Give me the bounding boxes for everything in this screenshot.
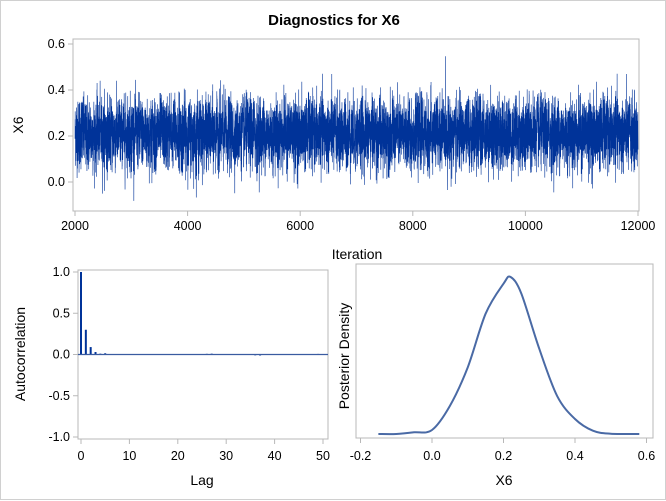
trace-y-tick-label: 0.2	[48, 129, 65, 143]
acf-bar	[84, 329, 87, 355]
acf-x-tick-label: 50	[316, 449, 330, 463]
density-panel: -0.2 0.0 0.2 0.4 0.6 Posterior Density X6	[336, 263, 655, 488]
trace-panel: 0.0 0.2 0.4 0.6 2000 4000 6000 8000 10000 12000 X…	[10, 37, 655, 262]
trace-x-tick-label: 6000	[286, 219, 314, 233]
density-x-tick-label: 0.0	[423, 449, 440, 463]
density-curve	[378, 275, 640, 436]
trace-y-axis-label: X6	[10, 116, 26, 133]
trace-x-tick-label: 2000	[61, 219, 89, 233]
density-x-tick-label: 0.6	[638, 449, 655, 463]
density-y-axis-label: Posterior Density	[336, 303, 352, 410]
density-x-tick-label: 0.4	[566, 449, 583, 463]
trace-y-tick-label: 0.6	[48, 37, 65, 51]
trace-x-tick-label: 10000	[508, 219, 543, 233]
acf-y-tick-label: 1.0	[53, 265, 70, 279]
trace-y-tick-label: 0.0	[48, 175, 65, 189]
acf-x-axis-label: Lag	[190, 472, 213, 488]
acf-y-tick-label: -1.0	[48, 430, 70, 444]
trace-x-axis-label: Iteration	[332, 246, 383, 262]
acf-x-tick-label: 0	[78, 449, 85, 463]
trace-series-line	[74, 56, 639, 201]
trace-y-tick-label: 0.4	[48, 83, 65, 97]
chart-title: Diagnostics for X6	[268, 12, 400, 29]
acf-x-tick-label: 40	[268, 449, 282, 463]
trace-x-tick-label: 4000	[174, 219, 202, 233]
trace-x-tick-label: 8000	[399, 219, 427, 233]
autocorrelation-panel: -1.0 -0.5 0.0 0.5 1.0 0 10 20 30 40 50 Autocorrela…	[12, 265, 330, 488]
acf-bar	[94, 352, 97, 355]
acf-y-tick-label: 0.5	[53, 306, 70, 320]
acf-x-tick-label: 20	[171, 449, 185, 463]
density-x-tick-label: -0.2	[350, 449, 372, 463]
acf-y-tick-label: 0.0	[53, 348, 70, 362]
acf-x-tick-label: 30	[219, 449, 233, 463]
trace-x-tick-label: 12000	[621, 219, 656, 233]
acf-x-tick-label: 10	[122, 449, 136, 463]
density-x-tick-label: 0.2	[495, 449, 512, 463]
acf-y-tick-label: -0.5	[48, 389, 70, 403]
density-plot-frame	[355, 263, 654, 439]
acf-bar	[80, 272, 82, 355]
acf-bar	[89, 347, 92, 355]
density-x-axis-label: X6	[495, 472, 512, 488]
acf-y-axis-label: Autocorrelation	[12, 307, 28, 401]
